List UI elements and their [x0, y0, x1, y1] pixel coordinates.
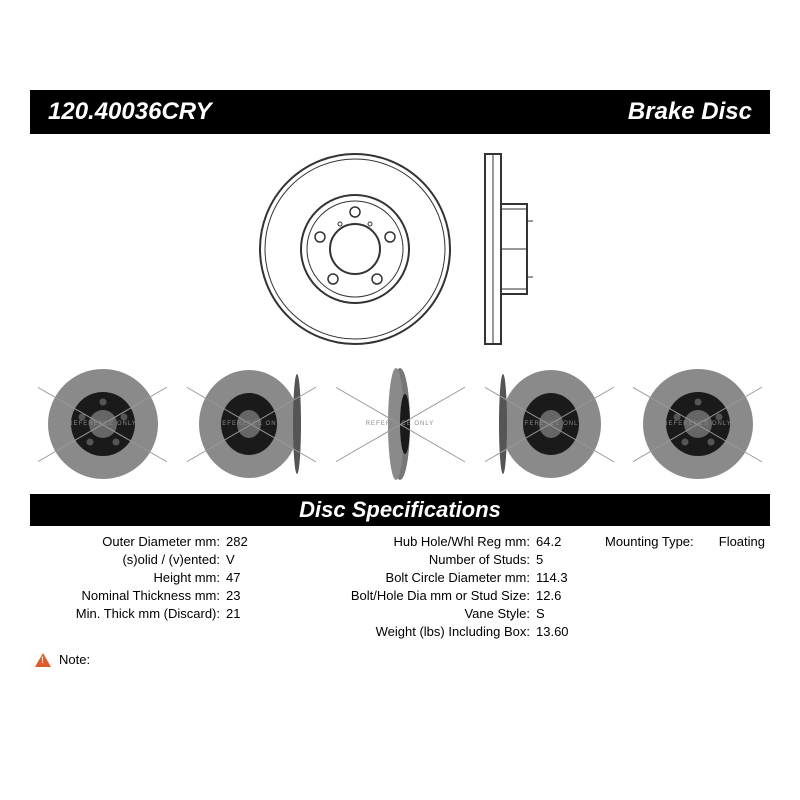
watermark-text: REFERENCE ONLY — [68, 421, 137, 427]
header-bar: 120.40036CRY Brake Disc — [30, 90, 770, 134]
specs-col-left: Outer Diameter mm:282(s)olid / (v)ented:… — [35, 534, 265, 639]
section-title: Disc Specifications — [299, 497, 501, 522]
spec-value: 23 — [220, 588, 265, 603]
thumbnail-edge: REFERENCE ONLY — [333, 357, 468, 492]
product-type: Brake Disc — [628, 98, 752, 126]
technical-diagram — [30, 134, 770, 354]
watermark-text: REFERENCE ONLY — [366, 421, 435, 427]
spec-label: Outer Diameter mm: — [35, 534, 220, 549]
spec-label: Min. Thick mm (Discard): — [35, 606, 220, 621]
spec-row: (s)olid / (v)ented:V — [35, 552, 265, 567]
watermark-text: REFERENCE ONLY — [514, 421, 583, 427]
spec-label: Height mm: — [35, 570, 220, 585]
spec-row: Min. Thick mm (Discard):21 — [35, 606, 265, 621]
spec-value: 21 — [220, 606, 265, 621]
spec-value: 114.3 — [530, 570, 575, 585]
spec-row: Height mm:47 — [35, 570, 265, 585]
spec-value: 12.6 — [530, 588, 575, 603]
rotor-front-diagram — [255, 149, 455, 349]
spec-value: Floating — [713, 534, 765, 549]
spec-value: 64.2 — [530, 534, 575, 549]
spec-row: Weight (lbs) Including Box:13.60 — [295, 624, 575, 639]
thumbnail-front-2: REFERENCE ONLY — [630, 357, 765, 492]
thumbnail-front-1: REFERENCE ONLY — [35, 357, 170, 492]
spec-row: Bolt/Hole Dia mm or Stud Size:12.6 — [295, 588, 575, 603]
note-row: Note: — [30, 647, 770, 672]
spec-label: Vane Style: — [295, 606, 530, 621]
spec-value: 282 — [220, 534, 265, 549]
spec-value: V — [220, 552, 265, 567]
spec-label: Nominal Thickness mm: — [35, 588, 220, 603]
spec-value: 47 — [220, 570, 265, 585]
part-number: 120.40036CRY — [48, 98, 212, 126]
rotor-side-diagram — [475, 149, 545, 349]
spec-row: Nominal Thickness mm:23 — [35, 588, 265, 603]
spec-value: 13.60 — [530, 624, 575, 639]
watermark-text: REFERENCE ONLY — [217, 421, 286, 427]
watermark-text: REFERENCE ONLY — [663, 421, 732, 427]
thumbnail-angled-1: REFERENCE ONLY — [184, 357, 319, 492]
spec-row: Bolt Circle Diameter mm:114.3 — [295, 570, 575, 585]
spec-row: Vane Style:S — [295, 606, 575, 621]
spec-label: Weight (lbs) Including Box: — [295, 624, 530, 639]
warning-icon — [35, 653, 51, 667]
spec-value: S — [530, 606, 575, 621]
specs-col-mid: Hub Hole/Whl Reg mm:64.2Number of Studs:… — [295, 534, 575, 639]
spec-label: Hub Hole/Whl Reg mm: — [295, 534, 530, 549]
spec-row: Outer Diameter mm:282 — [35, 534, 265, 549]
section-title-bar: Disc Specifications — [30, 494, 770, 526]
note-label: Note: — [59, 652, 90, 667]
specifications-table: Outer Diameter mm:282(s)olid / (v)ented:… — [30, 526, 770, 647]
spec-label: Bolt Circle Diameter mm: — [295, 570, 530, 585]
spec-row: Number of Studs:5 — [295, 552, 575, 567]
spec-label: Bolt/Hole Dia mm or Stud Size: — [295, 588, 530, 603]
thumbnail-row: REFERENCE ONLY REFERENCE ONLY REFERENCE … — [30, 354, 770, 494]
specs-col-right: Mounting Type: Floating — [605, 534, 765, 639]
thumbnail-angled-2: REFERENCE ONLY — [481, 357, 616, 492]
spec-value: 5 — [530, 552, 575, 567]
spec-label: (s)olid / (v)ented: — [35, 552, 220, 567]
spec-label: Number of Studs: — [295, 552, 530, 567]
spec-row: Mounting Type: Floating — [605, 534, 765, 549]
spec-row: Hub Hole/Whl Reg mm:64.2 — [295, 534, 575, 549]
spec-label: Mounting Type: — [605, 534, 694, 549]
